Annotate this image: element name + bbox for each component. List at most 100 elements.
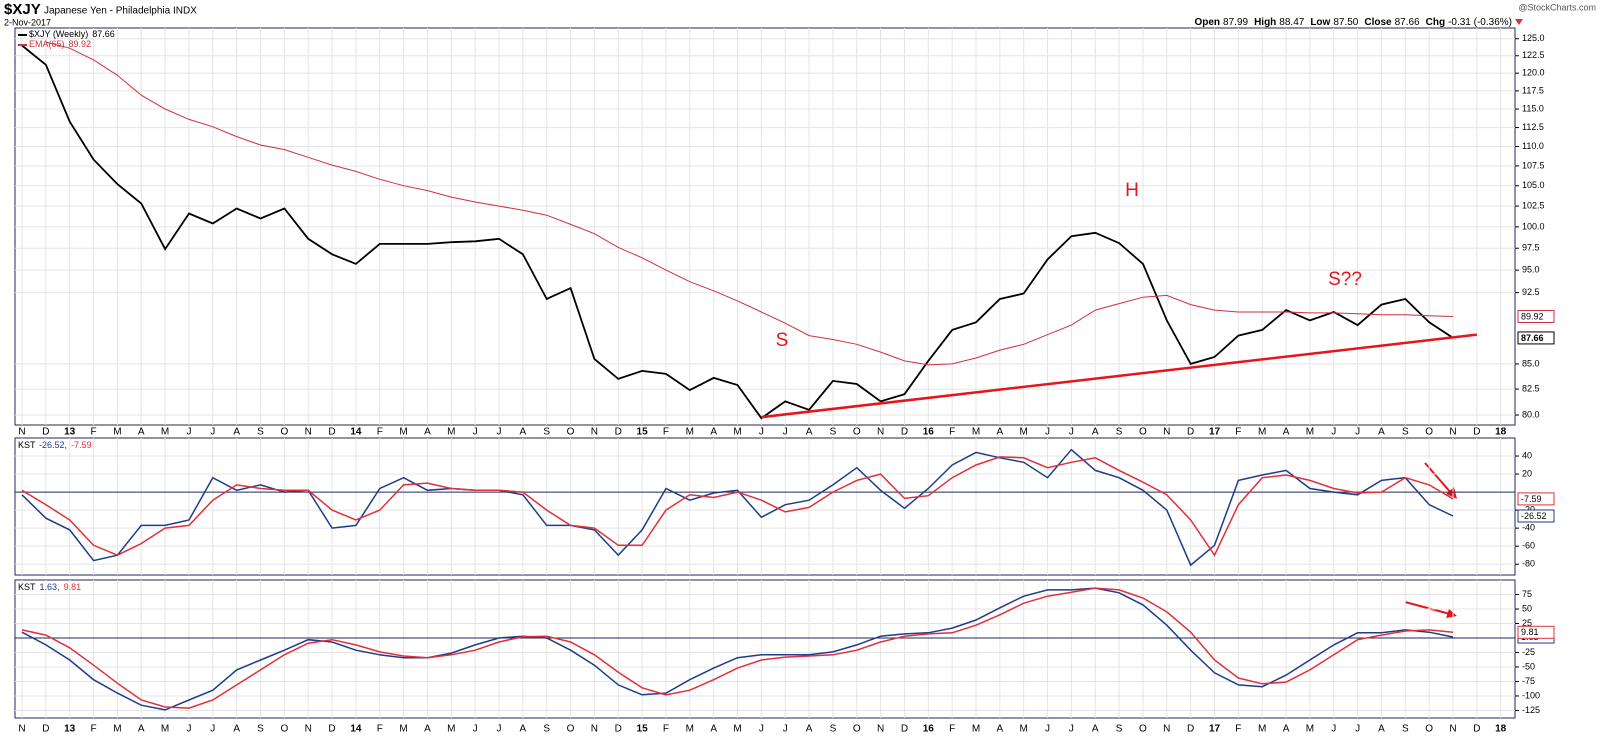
quote-label: Open [1194, 17, 1220, 28]
x-tick-label: J [759, 427, 764, 438]
x-tick-label: J [473, 724, 478, 735]
series-line [45, 41, 1454, 366]
y-tick-label: -20 [1522, 504, 1535, 514]
x-tick-label: M [113, 427, 121, 438]
symbol: $XJY [4, 1, 41, 18]
x-tick-label: A [710, 724, 717, 735]
legend-entry: KST -26.52, -7.59 [18, 440, 92, 450]
x-tick-label: N [1449, 427, 1456, 438]
x-tick-label: F [90, 724, 96, 735]
legend-value: 9.81 [64, 582, 82, 592]
x-tick-label: N [877, 427, 884, 438]
series-line [21, 44, 1454, 420]
x-tick-label: A [424, 427, 431, 438]
x-tick-label: 14 [350, 724, 362, 735]
x-tick-label: D [901, 724, 908, 735]
x-tick-label: M [1258, 427, 1266, 438]
value-box-label: 9.81 [1521, 627, 1539, 637]
legend-entry: EMA(65) 89.92 [29, 39, 91, 49]
x-tick-label: O [567, 724, 575, 735]
x-tick-label: M [972, 724, 980, 735]
x-tick-label: A [424, 724, 431, 735]
x-tick-label: N [1163, 724, 1170, 735]
x-tick-label: A [1283, 724, 1290, 735]
x-tick-label: S [1116, 427, 1123, 438]
quote-value: -0.31 (-0.36%) [1448, 17, 1512, 28]
x-tick-label: A [806, 724, 813, 735]
legend-separator: , [57, 582, 60, 592]
x-tick-label: M [972, 427, 980, 438]
x-tick-label: J [1331, 427, 1336, 438]
x-tick-label: M [113, 724, 121, 735]
x-tick-label: M [1306, 427, 1314, 438]
instrument-name: Japanese Yen - Philadelphia INDX [44, 6, 197, 17]
y-tick-label: 107.5 [1522, 160, 1545, 170]
series-line [21, 587, 1454, 711]
x-tick-label: 16 [923, 427, 935, 438]
legend-name: EMA(65) [29, 39, 65, 49]
x-tick-label: S [257, 427, 264, 438]
x-tick-label: 18 [1495, 724, 1507, 735]
x-tick-label: 15 [637, 427, 649, 438]
x-tick-label: O [567, 427, 575, 438]
x-tick-label: M [1258, 724, 1266, 735]
x-tick-label: N [18, 724, 25, 735]
x-tick-label: N [305, 724, 312, 735]
x-tick-label: N [877, 724, 884, 735]
y-tick-label: 110.0 [1522, 141, 1544, 151]
legend-title: KST [18, 440, 36, 450]
x-tick-label: D [615, 427, 622, 438]
x-tick-label: J [497, 724, 502, 735]
x-tick-label: D [328, 427, 335, 438]
quote-value: 87.66 [1395, 17, 1420, 28]
x-tick-label: N [591, 724, 598, 735]
y-tick-label: -50 [1522, 661, 1535, 671]
x-tick-label: 15 [637, 724, 649, 735]
quote: Open 87.99 High 88.47 Low 87.50 Close 87.66 Chg -… [1194, 17, 1512, 28]
y-tick-label: -125 [1522, 705, 1540, 715]
annotation: S [776, 330, 789, 351]
x-tick-label: A [806, 427, 813, 438]
legend-value: -7.59 [71, 440, 92, 450]
x-tick-label: 18 [1495, 427, 1507, 438]
value-box [1517, 625, 1555, 639]
x-tick-label: A [1378, 724, 1385, 735]
x-tick-label: N [591, 427, 598, 438]
x-tick-label: J [1045, 427, 1050, 438]
x-tick-label: O [280, 427, 288, 438]
x-tick-label: J [1331, 724, 1336, 735]
x-tick-label: F [377, 427, 383, 438]
series-line [21, 587, 1454, 709]
x-tick-label: M [399, 427, 407, 438]
x-tick-label: J [1069, 724, 1074, 735]
x-tick-label: S [830, 724, 837, 735]
x-tick-label: D [1473, 724, 1480, 735]
x-tick-label: O [1139, 427, 1147, 438]
x-tick-label: M [447, 427, 455, 438]
x-tick-label: S [257, 724, 264, 735]
x-tick-label: N [1449, 724, 1456, 735]
x-tick-label: A [138, 427, 145, 438]
x-tick-label: D [1187, 427, 1194, 438]
legend-separator: , [65, 440, 68, 450]
x-tick-label: D [1473, 427, 1480, 438]
legend-value: 87.66 [92, 29, 115, 39]
x-tick-label: 13 [64, 724, 76, 735]
annotation: S?? [1328, 269, 1362, 290]
x-tick-label: A [138, 724, 145, 735]
y-tick-label: 120.0 [1522, 68, 1545, 78]
y-tick-label: -75 [1522, 676, 1535, 686]
x-tick-label: N [305, 427, 312, 438]
x-tick-label: S [1402, 724, 1409, 735]
x-tick-label: O [853, 724, 861, 735]
series-line [21, 456, 1454, 557]
quote-value: 88.47 [1279, 17, 1304, 28]
x-tick-label: A [233, 427, 240, 438]
x-tick-label: J [1069, 427, 1074, 438]
x-tick-label: O [853, 427, 861, 438]
y-tick-label: -40 [1522, 523, 1535, 533]
quote-label: Low [1310, 17, 1330, 28]
x-tick-label: S [543, 724, 550, 735]
x-tick-label: J [1045, 724, 1050, 735]
